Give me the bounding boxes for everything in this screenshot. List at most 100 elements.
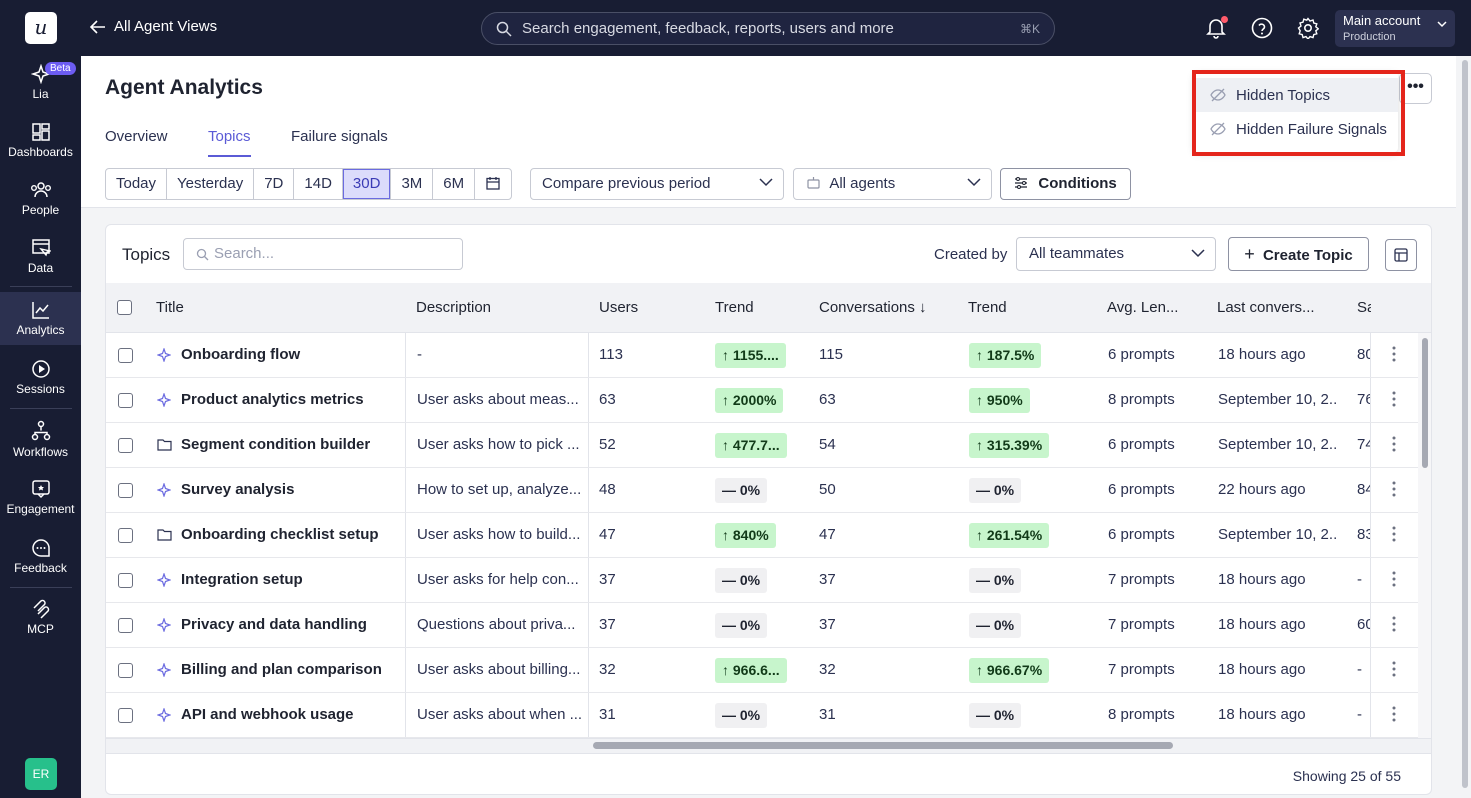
agents-select[interactable]: All agents bbox=[793, 168, 992, 200]
row-actions-button[interactable] bbox=[1392, 391, 1396, 412]
data-icon bbox=[31, 239, 51, 257]
table-vertical-scrollbar[interactable] bbox=[1418, 333, 1431, 738]
row-actions-button[interactable] bbox=[1392, 526, 1396, 547]
help-button[interactable] bbox=[1250, 16, 1274, 40]
row-actions-button[interactable] bbox=[1392, 481, 1396, 502]
tab-failure-signals[interactable]: Failure signals bbox=[291, 128, 388, 145]
conditions-button[interactable]: Conditions bbox=[1000, 168, 1131, 200]
topic-title[interactable]: Segment condition builder bbox=[181, 436, 371, 453]
scrollbar-thumb[interactable] bbox=[1422, 338, 1428, 468]
sidebar-item-mcp[interactable]: MCP bbox=[0, 599, 81, 639]
search-placeholder: Search... bbox=[214, 245, 275, 262]
topic-title[interactable]: Onboarding checklist setup bbox=[181, 526, 379, 543]
account-switcher[interactable]: Main account Production bbox=[1335, 10, 1455, 47]
row-checkbox[interactable] bbox=[118, 348, 133, 363]
topic-title[interactable]: Product analytics metrics bbox=[181, 391, 364, 408]
conversations-count: 63 bbox=[819, 391, 836, 408]
table-row[interactable]: Segment condition builder User asks how t… bbox=[106, 423, 1431, 468]
column-divider bbox=[1370, 333, 1371, 738]
app-logo[interactable]: u bbox=[25, 12, 57, 44]
sidebar-item-feedback[interactable]: Feedback bbox=[0, 538, 81, 578]
sidebar-item-workflows[interactable]: Workflows bbox=[0, 420, 81, 460]
scrollbar-thumb[interactable] bbox=[593, 742, 1173, 749]
row-checkbox[interactable] bbox=[118, 528, 133, 543]
column-title[interactable]: Title bbox=[156, 299, 184, 316]
sidebar-item-sessions[interactable]: Sessions bbox=[0, 359, 81, 399]
table-row[interactable]: Integration setup User asks for help con.… bbox=[106, 558, 1431, 603]
sidebar-item-analytics[interactable]: Analytics bbox=[0, 292, 81, 345]
columns-icon bbox=[1394, 248, 1408, 262]
table-row[interactable]: Privacy and data handling Questions about… bbox=[106, 603, 1431, 648]
chevron-down-icon bbox=[759, 178, 773, 187]
column-avg-length[interactable]: Avg. Len... bbox=[1107, 299, 1179, 316]
row-actions-button[interactable] bbox=[1392, 661, 1396, 682]
range-yesterday[interactable]: Yesterday bbox=[167, 169, 255, 199]
sidebar-item-dashboards[interactable]: Dashboards bbox=[0, 122, 81, 162]
menu-item-hidden-failure-signals[interactable]: Hidden Failure Signals bbox=[1194, 112, 1398, 146]
row-actions-button[interactable] bbox=[1392, 706, 1396, 727]
created-by-select[interactable]: All teammates bbox=[1016, 237, 1216, 271]
row-checkbox[interactable] bbox=[118, 618, 133, 633]
range-today[interactable]: Today bbox=[106, 169, 168, 199]
row-checkbox[interactable] bbox=[118, 708, 133, 723]
topic-title[interactable]: Billing and plan comparison bbox=[181, 661, 382, 678]
column-description[interactable]: Description bbox=[416, 299, 492, 316]
row-checkbox[interactable] bbox=[118, 573, 133, 588]
scrollbar-thumb[interactable] bbox=[1462, 60, 1468, 788]
row-actions-button[interactable] bbox=[1392, 436, 1396, 457]
topic-title[interactable]: Integration setup bbox=[181, 571, 303, 588]
topic-title[interactable]: API and webhook usage bbox=[181, 706, 354, 723]
settings-button[interactable] bbox=[1296, 16, 1320, 40]
tab-overview[interactable]: Overview bbox=[105, 128, 168, 145]
table-row[interactable]: Onboarding flow - 113 ↑ 1155.... 115 ↑ 187.5%… bbox=[106, 333, 1431, 378]
sa-value: 84 bbox=[1357, 481, 1370, 498]
range-14d[interactable]: 14D bbox=[294, 169, 343, 199]
row-checkbox[interactable] bbox=[118, 393, 133, 408]
custom-date-button[interactable] bbox=[475, 169, 511, 199]
column-sa[interactable]: Sa bbox=[1357, 299, 1371, 316]
table-row[interactable]: API and webhook usage User asks about whe… bbox=[106, 693, 1431, 738]
account-environment: Production bbox=[1343, 31, 1396, 43]
column-trend-conversations[interactable]: Trend bbox=[968, 299, 1007, 316]
sparkle-icon bbox=[30, 64, 51, 84]
select-all-checkbox[interactable] bbox=[117, 300, 132, 315]
user-avatar[interactable]: ER bbox=[25, 758, 57, 790]
sidebar-item-lia[interactable]: Beta Lia bbox=[0, 62, 81, 104]
columns-button[interactable] bbox=[1385, 239, 1417, 271]
table-row[interactable]: Onboarding checklist setup User asks how … bbox=[106, 513, 1431, 558]
row-actions-button[interactable] bbox=[1392, 616, 1396, 637]
range-3m[interactable]: 3M bbox=[391, 169, 434, 199]
topics-search-input[interactable]: Search... bbox=[183, 238, 463, 270]
row-checkbox[interactable] bbox=[118, 483, 133, 498]
create-topic-button[interactable]: + Create Topic bbox=[1228, 237, 1369, 271]
notifications-button[interactable] bbox=[1204, 16, 1228, 40]
menu-item-hidden-topics[interactable]: Hidden Topics bbox=[1194, 78, 1398, 112]
table-row[interactable]: Survey analysis How to set up, analyze...… bbox=[106, 468, 1431, 513]
topic-title[interactable]: Onboarding flow bbox=[181, 346, 301, 363]
column-conversations[interactable]: Conversations ↓ bbox=[819, 299, 927, 316]
page-scrollbar[interactable] bbox=[1459, 56, 1471, 798]
topic-title[interactable]: Privacy and data handling bbox=[181, 616, 367, 633]
row-actions-button[interactable] bbox=[1392, 346, 1396, 367]
column-last-conversation[interactable]: Last convers... bbox=[1217, 299, 1315, 316]
tab-topics[interactable]: Topics bbox=[208, 128, 251, 157]
table-row[interactable]: Product analytics metrics User asks about… bbox=[106, 378, 1431, 423]
compare-period-select[interactable]: Compare previous period bbox=[530, 168, 784, 200]
back-to-agent-views[interactable]: All Agent Views bbox=[90, 18, 217, 35]
column-users[interactable]: Users bbox=[599, 299, 639, 316]
row-checkbox[interactable] bbox=[118, 438, 133, 453]
row-checkbox[interactable] bbox=[118, 663, 133, 678]
sidebar-item-people[interactable]: People bbox=[0, 180, 81, 220]
topic-title[interactable]: Survey analysis bbox=[181, 481, 295, 498]
range-7d[interactable]: 7D bbox=[254, 169, 295, 199]
table-horizontal-scrollbar[interactable] bbox=[106, 738, 1431, 753]
column-trend-users[interactable]: Trend bbox=[715, 299, 754, 316]
row-actions-button[interactable] bbox=[1392, 571, 1396, 592]
sidebar-item-engagement[interactable]: Engagement bbox=[0, 479, 81, 519]
range-6m[interactable]: 6M bbox=[433, 169, 476, 199]
global-search-input[interactable]: Search engagement, feedback, reports, us… bbox=[481, 12, 1055, 45]
create-topic-label: Create Topic bbox=[1262, 247, 1353, 264]
range-30d[interactable]: 30D bbox=[342, 169, 392, 199]
table-row[interactable]: Billing and plan comparison User asks abo… bbox=[106, 648, 1431, 693]
sidebar-item-data[interactable]: Data bbox=[0, 238, 81, 278]
